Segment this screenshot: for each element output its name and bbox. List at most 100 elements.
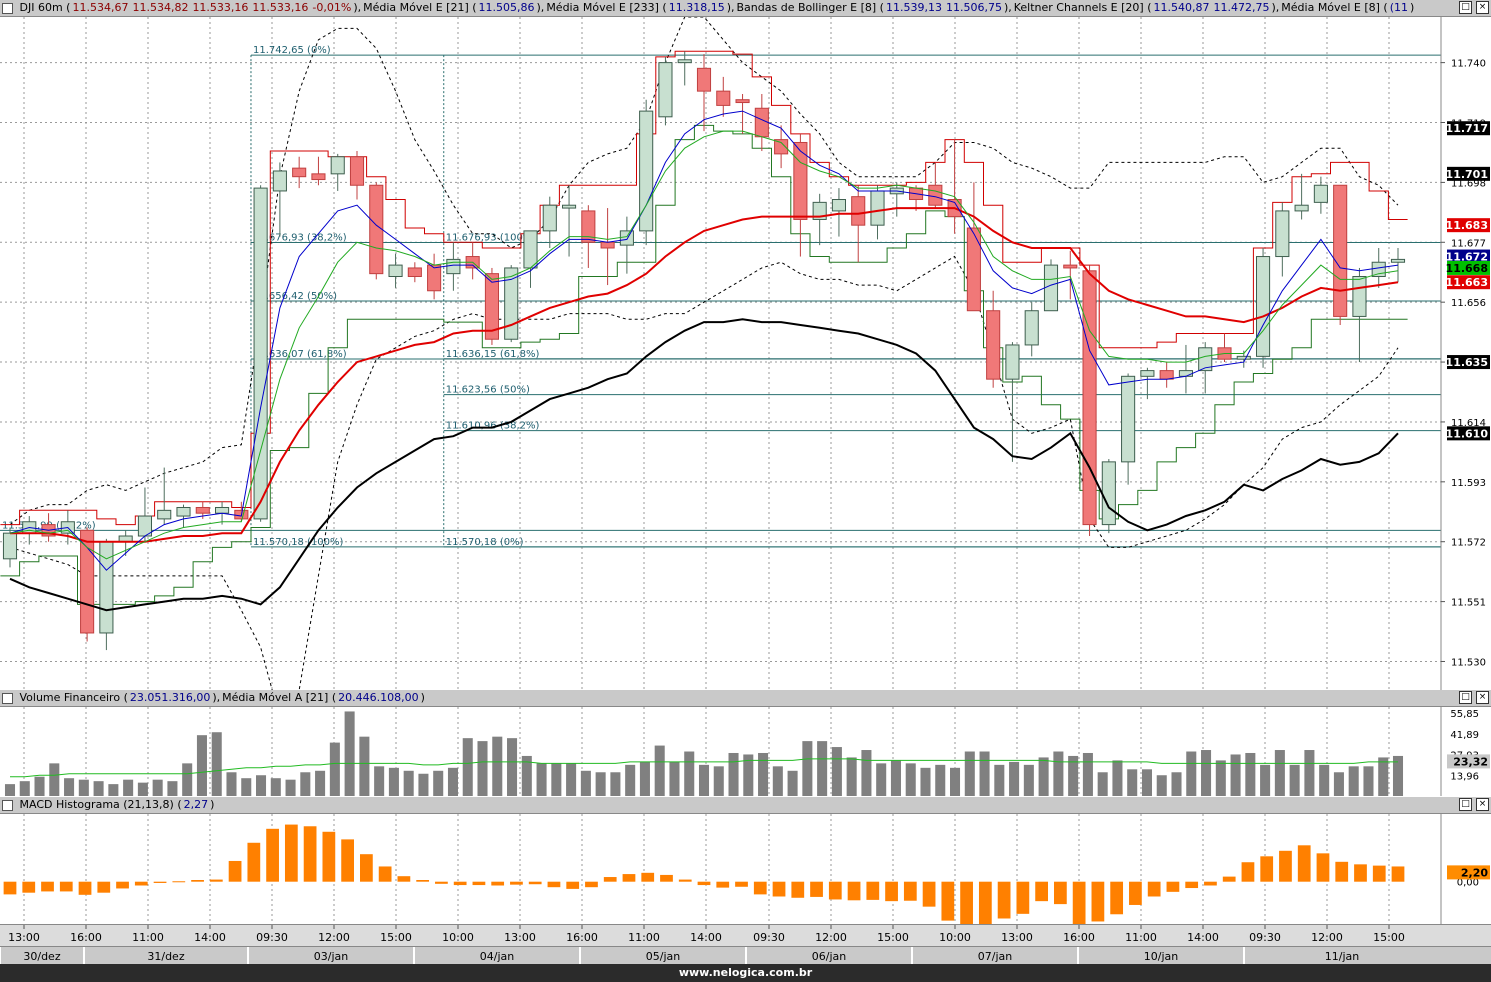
histogram-bar (270, 778, 281, 796)
histogram-bar (137, 782, 148, 796)
histogram-bar (1110, 881, 1124, 915)
price-window-buttons: □ × (1459, 1, 1489, 14)
histogram-bar (1333, 772, 1344, 796)
histogram-bar (1112, 760, 1123, 796)
histogram-bar (580, 770, 591, 796)
histogram-bar (536, 763, 547, 796)
time-tick-label: 16:00 (1063, 931, 1095, 944)
histogram-bar (1260, 764, 1271, 796)
histogram-bar (172, 881, 186, 883)
histogram-bar (1147, 881, 1161, 897)
price-tag (1447, 754, 1490, 769)
candle-body (1178, 370, 1193, 377)
candle-body (831, 199, 846, 212)
histogram-bar (34, 776, 45, 796)
candle-body (523, 230, 538, 269)
histogram-bar (639, 761, 650, 796)
moving-average-line (10, 207, 1399, 543)
time-tick-label: 16:00 (566, 931, 598, 944)
histogram-bar (196, 735, 207, 796)
legend-value: 11.534,82 (132, 1, 189, 14)
legend-label: DJI 60m (19, 1, 67, 14)
histogram-bar (1068, 755, 1079, 796)
legend-entry[interactable]: Média Móvel E [8] ((11) (1281, 1, 1415, 14)
histogram-bar (49, 763, 60, 796)
histogram-bar (678, 879, 692, 882)
candle-body (2, 532, 18, 560)
candle-body (1082, 270, 1097, 526)
histogram-bar (403, 770, 414, 796)
restore-icon[interactable]: □ (1459, 691, 1472, 704)
histogram-bar (191, 880, 204, 882)
legend-entry[interactable]: Keltner Channels E [20] (11.540,87 11.472… (1013, 1, 1280, 14)
histogram-bar (435, 881, 448, 884)
legend-entry[interactable]: Média Móvel E [233] (11.318,15), (546, 1, 735, 14)
close-icon[interactable]: × (1476, 691, 1489, 704)
legend-entry[interactable]: Média Móvel A [21] (20.446.108,00) (222, 691, 425, 704)
histogram-bar (322, 831, 336, 882)
time-tick-label: 09:30 (753, 931, 785, 944)
restore-icon[interactable]: □ (1459, 1, 1472, 14)
panel-icon[interactable] (2, 2, 13, 14)
histogram-bar (831, 747, 842, 796)
histogram-bar (978, 881, 992, 924)
price-chart[interactable]: 11.742,65 (0%) 11.676,93 (38,2%) 11.656,42… (0, 17, 1491, 690)
footer-url[interactable]: www.nelogica.com.br (0, 964, 1491, 982)
moving-average-line (9, 318, 1399, 612)
legend-entry[interactable]: MACD Histograma (21,13,8) (2,27) (19, 798, 215, 811)
y-tick-label: 13,96 (1450, 771, 1479, 782)
candle-body (639, 110, 654, 232)
macd-chart[interactable]: 0,002,20 (0, 814, 1491, 924)
histogram-bar (861, 750, 872, 796)
histogram-bar (285, 779, 296, 796)
panel-icon[interactable] (2, 692, 13, 704)
histogram-bar (22, 881, 36, 893)
histogram-bar (772, 881, 786, 897)
histogram-bar (152, 779, 163, 796)
panel-icon[interactable] (2, 799, 13, 811)
histogram-bar (433, 770, 444, 796)
candle-body (658, 62, 673, 118)
legend-entry[interactable]: DJI 60m (11.534,67 11.534,82 11.533,16 11.5… (19, 1, 362, 14)
time-tick-label: 10:00 (939, 931, 971, 944)
legend-value: 20.446.108,00 (338, 691, 419, 704)
time-tick-label: 13:00 (8, 931, 40, 944)
candle-body (388, 264, 403, 278)
candle-body (292, 167, 307, 178)
time-tick-label: 14:00 (1187, 931, 1219, 944)
date-label: 10/jan (1144, 950, 1179, 963)
histogram-bar (1215, 760, 1226, 796)
fibonacci-label: 11.656,42 (50%) (253, 291, 337, 302)
fibonacci-label: 11.610,96 (38,2%) (446, 421, 540, 432)
histogram-bar (1082, 752, 1093, 796)
histogram-bar (1129, 881, 1142, 905)
legend-entry[interactable]: Volume Financeiro (23.051.316,00), (19, 691, 221, 704)
price-tag-label: 2,20 (1461, 866, 1488, 879)
histogram-bar (284, 824, 298, 882)
time-tick-label: 12:00 (318, 931, 350, 944)
date-label: 30/dez (23, 950, 60, 963)
y-tick-label: 11.551 (1451, 598, 1486, 609)
date-label: 07/jan (978, 950, 1013, 963)
date-label: 04/jan (480, 950, 515, 963)
close-icon[interactable]: × (1476, 1, 1489, 14)
price-tag-label: 11.668 (1446, 262, 1488, 275)
histogram-bar (123, 779, 134, 796)
candle-body (1313, 184, 1328, 203)
histogram-bar (566, 763, 577, 796)
histogram-bar (960, 881, 973, 924)
histogram-bar (315, 770, 326, 796)
histogram-bar (472, 881, 486, 886)
close-icon[interactable]: × (1476, 798, 1489, 811)
legend-entry[interactable]: Bandas de Bollinger E [8] (11.539,13 11.5… (736, 1, 1012, 14)
histogram-bar (994, 764, 1005, 796)
legend-entry[interactable]: Média Móvel E [21] (11.505,86), (363, 1, 545, 14)
restore-icon[interactable]: □ (1459, 798, 1472, 811)
histogram-bar (1241, 862, 1255, 882)
price-tag (1447, 426, 1490, 441)
price-tag-label: 11.683 (1446, 219, 1488, 232)
candle-body (1024, 310, 1039, 346)
candle-body (1198, 347, 1213, 372)
candle-body (176, 506, 191, 517)
